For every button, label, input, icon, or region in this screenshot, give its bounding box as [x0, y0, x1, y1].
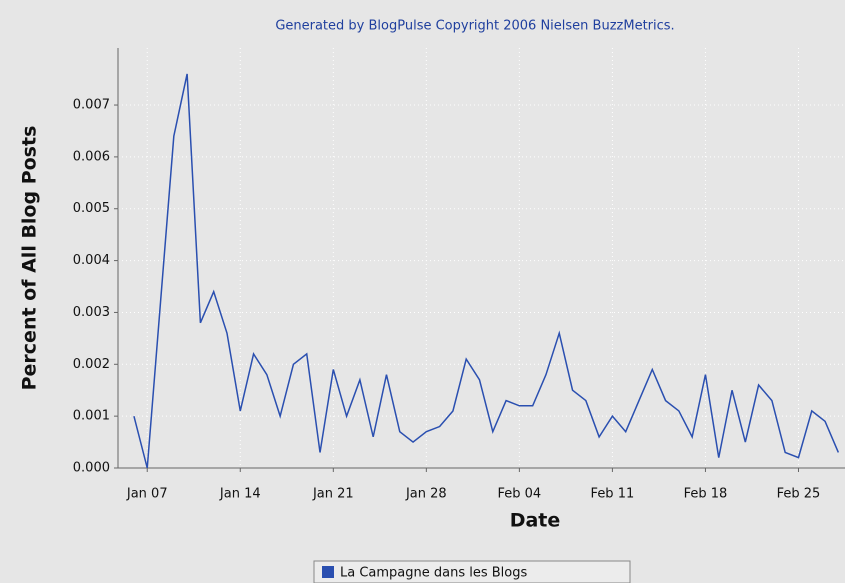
chart-title: Generated by BlogPulse Copyright 2006 Ni… [275, 19, 674, 34]
data-line [133, 73, 840, 469]
x-tick-label: Jan 28 [405, 487, 447, 502]
x-tick-label: Feb 04 [498, 487, 542, 502]
x-tick-label: Jan 14 [219, 487, 261, 502]
y-tick-label: 0.006 [73, 149, 110, 164]
x-axis-label: Date [510, 510, 561, 532]
legend: La Campagne dans les Blogs [313, 560, 631, 583]
legend-label: La Campagne dans les Blogs [340, 566, 528, 581]
y-tick-label: 0.003 [73, 305, 110, 320]
x-tick-label: Jan 21 [312, 487, 354, 502]
x-tick-label: Feb 11 [591, 487, 635, 502]
legend-swatch [322, 566, 334, 578]
y-axis-label: Percent of All Blog Posts [19, 126, 41, 391]
y-tick-label: 0.000 [73, 461, 110, 476]
y-tick-label: 0.001 [73, 409, 110, 424]
y-tick-label: 0.007 [73, 98, 110, 113]
x-tick-label: Feb 18 [684, 487, 728, 502]
x-tick-label: Jan 07 [126, 487, 168, 502]
y-tick-label: 0.005 [73, 201, 110, 216]
y-tick-label: 0.002 [73, 357, 110, 372]
legend-box [313, 560, 631, 583]
x-tick-label: Feb 25 [777, 487, 821, 502]
y-tick-label: 0.004 [73, 253, 110, 268]
